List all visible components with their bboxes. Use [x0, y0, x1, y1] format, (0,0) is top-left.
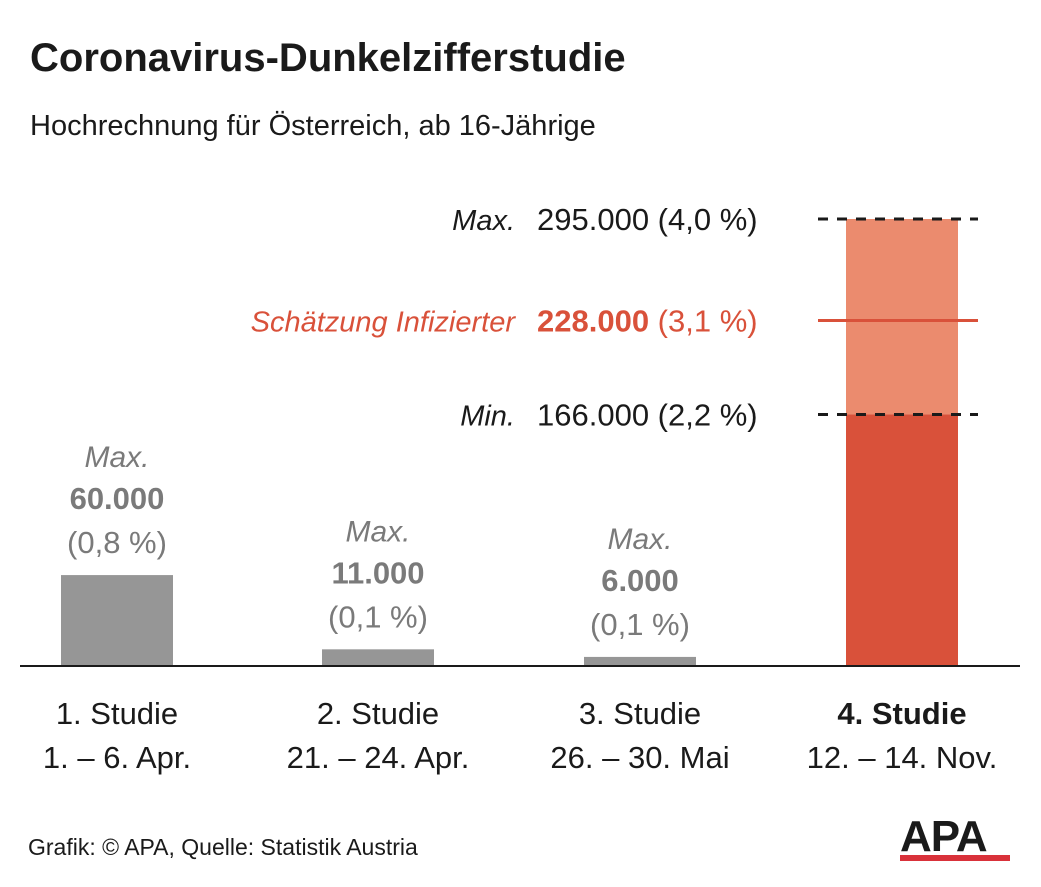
chart-subtitle: Hochrechnung für Österreich, ab 16-Jähri…: [30, 110, 596, 142]
apa-logo-text: APA: [900, 815, 987, 861]
bar-pct-label-3: (0,1 %): [590, 607, 690, 642]
bar-label-prefix-3: Max.: [607, 523, 672, 556]
category-label-4-dates: 12. – 14. Nov.: [807, 740, 998, 775]
estimate-label-value: 228.000 (3,1 %): [537, 304, 758, 339]
estimate-label-prefix: Schätzung Infizierter: [251, 307, 517, 339]
category-label-3-dates: 26. – 30. Mai: [550, 740, 729, 775]
estimate-label-pct: (3,1 %): [649, 304, 758, 339]
bar-label-prefix-1: Max.: [84, 441, 149, 474]
category-label-3-name: 3. Studie: [579, 696, 701, 731]
bar-value-label-2: 11.000: [331, 555, 424, 590]
bar-pct-label-2: (0,1 %): [328, 599, 428, 634]
min-label-value: 166.000 (2,2 %): [537, 397, 758, 432]
category-label-2-name: 2. Studie: [317, 696, 439, 731]
bar-pct-label-1: (0,8 %): [67, 525, 167, 560]
min-label-prefix: Min.: [460, 400, 515, 432]
bar-study-3: [584, 656, 696, 666]
bar-value-label-3: 6.000: [601, 563, 679, 598]
apa-logo-bar: [900, 855, 1010, 861]
max-label-prefix: Max.: [452, 205, 515, 237]
bar-study-4-range: [846, 219, 958, 415]
bar-value-label-1: 60.000: [70, 481, 165, 516]
category-label-1-dates: 1. – 6. Apr.: [43, 740, 191, 775]
source-credit: Grafik: © APA, Quelle: Statistik Austria: [28, 834, 418, 860]
max-label-value: 295.000 (4,0 %): [537, 202, 758, 237]
chart-title: Coronavirus-Dunkelzifferstudie: [30, 36, 626, 80]
bar-study-1: [61, 575, 173, 666]
bar-study-4-min: [846, 414, 958, 666]
category-label-4-name: 4. Studie: [837, 696, 966, 731]
estimate-label-number: 228.000: [537, 304, 649, 339]
bar-study-2: [322, 649, 434, 666]
bar-chart: Max. 60.000 (0,8 %) Max. 11.000 (0,1 %) Max. 6.…: [20, 202, 1020, 775]
category-label-2-dates: 21. – 24. Apr.: [287, 740, 470, 775]
bar-label-prefix-2: Max.: [345, 515, 410, 548]
apa-logo: APA: [900, 815, 1010, 861]
category-label-1-name: 1. Studie: [56, 696, 178, 731]
